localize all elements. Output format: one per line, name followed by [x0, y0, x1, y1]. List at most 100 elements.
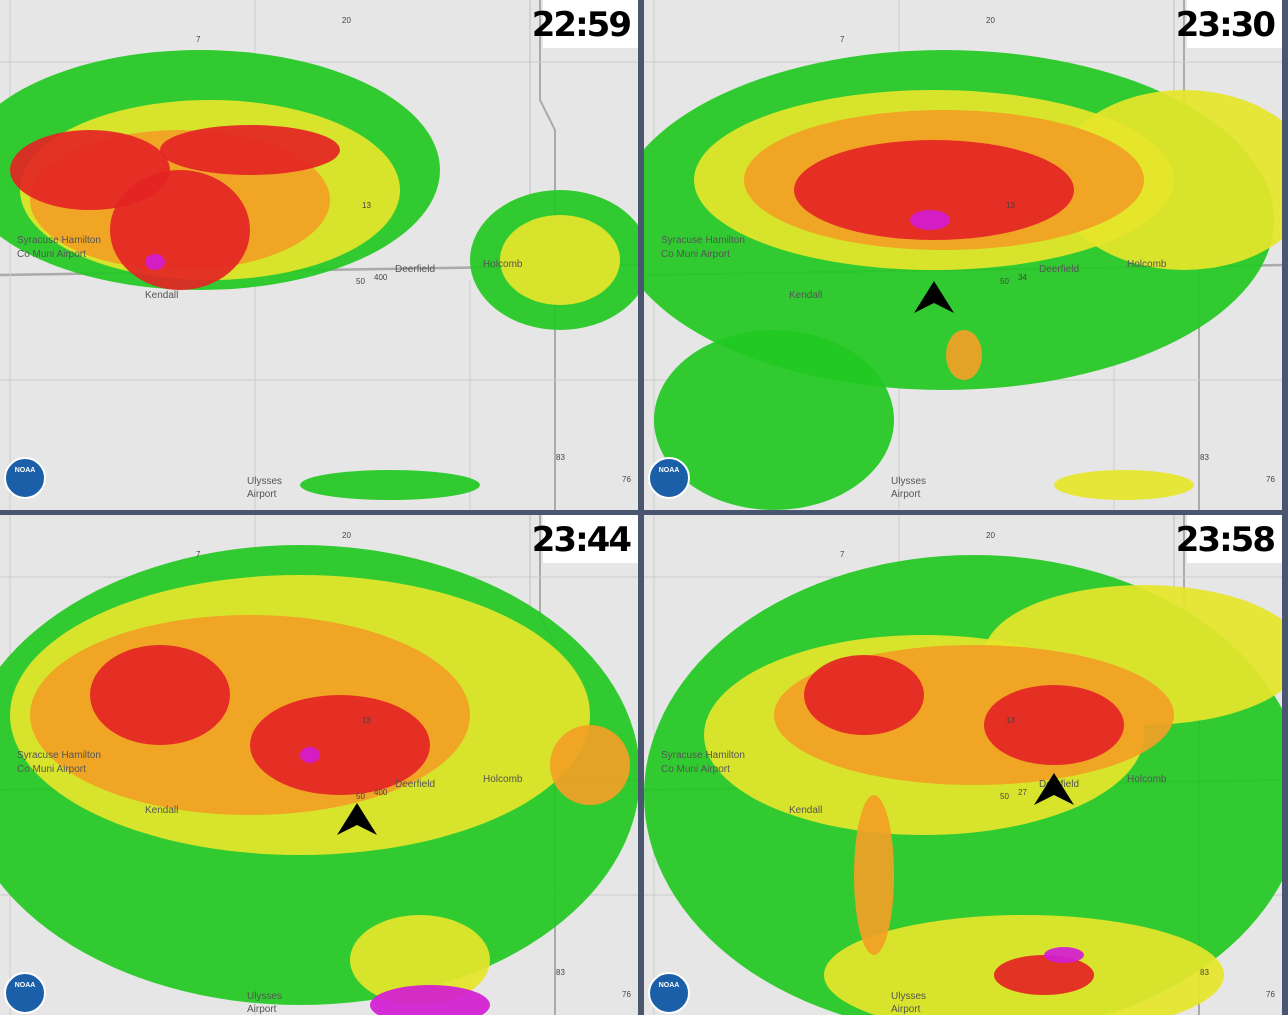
radar-echo	[994, 955, 1094, 995]
radar-panel: Syracuse Hamilton Co Muni Airport Deerfiel…	[0, 515, 638, 1015]
highway-label: 83	[1200, 453, 1209, 462]
radar-echo	[350, 915, 490, 1005]
place-label: Holcomb	[1127, 259, 1167, 270]
highway-label: 50	[1000, 277, 1009, 286]
highway-label: 76	[622, 475, 631, 484]
place-label: Ulysses	[891, 476, 926, 487]
radar-echo	[300, 470, 480, 500]
radar-echo	[500, 215, 620, 305]
place-label: Ulysses	[247, 476, 282, 487]
time-box	[543, 515, 638, 563]
highway-label: 50	[356, 277, 365, 286]
arrow-marker	[1034, 773, 1074, 805]
highway-label: 50	[356, 792, 365, 801]
place-label: Syracuse Hamilton	[661, 235, 745, 246]
radar-echo	[854, 795, 894, 955]
highway-label: 400	[374, 273, 388, 282]
arrow-marker	[914, 281, 954, 313]
place-label: Co Muni Airport	[661, 764, 730, 775]
place-label: Deerfield	[1039, 264, 1079, 275]
highway-label: 7	[196, 550, 201, 559]
radar-echo	[160, 125, 340, 175]
highway-label: 83	[556, 453, 565, 462]
time-box	[1187, 515, 1282, 563]
place-label: Co Muni Airport	[661, 249, 730, 260]
time-box	[1187, 0, 1282, 48]
highway-label: 83	[1200, 968, 1209, 977]
highway-label: 7	[196, 35, 201, 44]
highway-label: 76	[1266, 475, 1275, 484]
place-label: Ulysses	[247, 991, 282, 1002]
radar-echo	[110, 170, 250, 290]
radar-echo	[910, 210, 950, 230]
place-label: Kendall	[145, 805, 178, 816]
radar-echo	[1054, 470, 1194, 500]
radar-echo	[90, 645, 230, 745]
place-label: Syracuse Hamilton	[17, 235, 101, 246]
noaa-text: NOAA	[659, 982, 680, 989]
highway-label: 13	[1006, 716, 1015, 725]
highway-label: 50	[1000, 792, 1009, 801]
place-label: Airport	[891, 1004, 921, 1015]
noaa-logo	[648, 457, 690, 499]
highway-label: 20	[342, 531, 351, 540]
highway-label: 76	[1266, 990, 1275, 999]
radar-echo	[794, 140, 1074, 240]
radar-echo	[946, 330, 982, 380]
place-label: Airport	[891, 489, 921, 500]
place-label: Syracuse Hamilton	[661, 750, 745, 761]
radar-echo	[145, 254, 165, 270]
highway-label: 83	[556, 968, 565, 977]
arrow-marker	[337, 803, 377, 835]
highway-label: 34	[1018, 273, 1027, 282]
highway-label: 20	[986, 531, 995, 540]
time-box	[543, 0, 638, 48]
place-label: Ulysses	[891, 991, 926, 1002]
radar-echo	[250, 695, 430, 795]
noaa-text: NOAA	[15, 982, 36, 989]
noaa-logo	[4, 972, 46, 1014]
radar-echo	[1044, 947, 1084, 963]
place-label: Holcomb	[1127, 774, 1167, 785]
highway-label: 27	[1018, 788, 1027, 797]
highway-label: 400	[374, 788, 388, 797]
highway-label: 20	[986, 16, 995, 25]
noaa-logo	[648, 972, 690, 1014]
place-label: Syracuse Hamilton	[17, 750, 101, 761]
radar-echo	[550, 725, 630, 805]
highway-label: 20	[342, 16, 351, 25]
place-label: Airport	[247, 489, 277, 500]
radar-echo	[804, 655, 924, 735]
place-label: Kendall	[145, 290, 178, 301]
place-label: Co Muni Airport	[17, 249, 86, 260]
highway-label: 7	[840, 35, 845, 44]
timestamp: 23:58	[1176, 520, 1275, 560]
place-label: Kendall	[789, 290, 822, 301]
radar-panel: Syracuse Hamilton Co Muni Airport Deerfiel…	[0, 0, 638, 510]
radar-echo	[984, 685, 1124, 765]
radar-echo	[300, 747, 320, 763]
place-label: Holcomb	[483, 259, 523, 270]
place-label: Deerfield	[395, 264, 435, 275]
place-label: Holcomb	[483, 774, 523, 785]
noaa-logo	[4, 457, 46, 499]
radar-echo	[10, 130, 170, 210]
timestamp: 23:44	[532, 520, 632, 560]
radar-panel: Syracuse Hamilton Co Muni Airport Deerfiel…	[644, 0, 1282, 510]
radar-echo	[654, 330, 894, 510]
highway-label: 13	[362, 716, 371, 725]
place-label: Kendall	[789, 805, 822, 816]
timestamp: 22:59	[532, 5, 631, 45]
highway-label: 7	[840, 550, 845, 559]
radar-echo	[370, 985, 490, 1015]
place-label: Co Muni Airport	[17, 764, 86, 775]
highway-label: 13	[362, 201, 371, 210]
noaa-text: NOAA	[15, 467, 36, 474]
highway-label: 13	[1006, 201, 1015, 210]
timestamp: 23:30	[1176, 5, 1276, 45]
place-label: Airport	[247, 1004, 277, 1015]
highway-label: 76	[622, 990, 631, 999]
place-label: Deerfield	[395, 779, 435, 790]
